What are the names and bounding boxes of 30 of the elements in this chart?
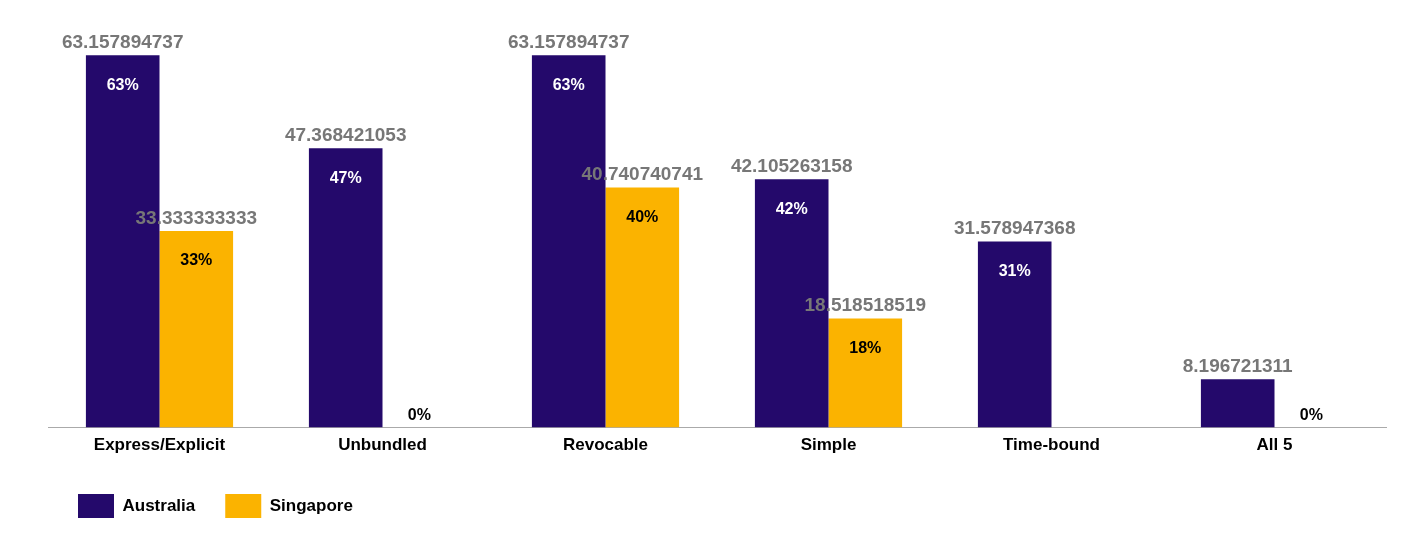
x-tick-label: Revocable: [562, 435, 649, 455]
data-label: 42.105263158: [730, 155, 853, 177]
data-label: 47.368421053: [284, 124, 407, 146]
x-tick-label: Time-bound: [1003, 435, 1100, 455]
bar: [605, 187, 680, 428]
bar: [1200, 379, 1275, 428]
annotation: 18%: [849, 338, 882, 356]
bar: [159, 231, 234, 428]
annotation: 0%: [1299, 406, 1323, 424]
annotation: 42%: [775, 199, 808, 217]
x-tick-label: Simple: [800, 435, 857, 455]
x-tick-label: Unbundled: [338, 435, 427, 455]
annotation: 31%: [998, 261, 1031, 279]
legend-label: Singapore: [269, 495, 353, 515]
annotation: 63%: [106, 75, 139, 93]
annotation: 0%: [407, 406, 431, 424]
x-tick-label: All 5: [1256, 435, 1293, 455]
annotation: 47%: [329, 168, 362, 186]
data-label: 8.196721311: [1182, 355, 1294, 377]
bar: [308, 148, 383, 428]
bar: [828, 318, 903, 428]
x-tick-label: Express/Explicit: [93, 435, 226, 455]
annotation: 40%: [626, 207, 659, 225]
bar: [977, 241, 1052, 428]
annotation: 33%: [180, 251, 213, 269]
legend-label: Australia: [122, 495, 196, 515]
data-label: 63.157894737: [61, 30, 184, 52]
data-label: 63.157894737: [507, 30, 630, 52]
data-label: 31.578947368: [953, 217, 1076, 239]
annotation: 63%: [552, 75, 585, 93]
